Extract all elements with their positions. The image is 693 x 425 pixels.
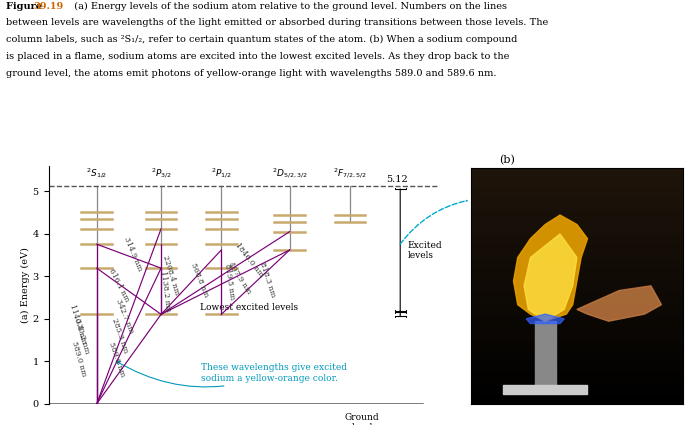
Text: column labels, such as ²S₁/₂, refer to certain quantum states of the atom. (b) W: column labels, such as ²S₁/₂, refer to c…: [6, 35, 517, 44]
Text: 616.1 nm: 616.1 nm: [107, 267, 131, 303]
Y-axis label: (a) Energy (eV): (a) Energy (eV): [21, 247, 30, 323]
Polygon shape: [577, 286, 662, 321]
Text: $^2S_{1/2}$: $^2S_{1/2}$: [86, 167, 107, 181]
Bar: [471, 291, 683, 295]
Bar: [471, 357, 683, 361]
Bar: [471, 168, 683, 173]
Text: 1138.2 nm: 1138.2 nm: [159, 270, 172, 312]
Bar: [471, 272, 683, 276]
Text: (b): (b): [499, 155, 515, 165]
Bar: [471, 399, 683, 404]
Text: Figure: Figure: [6, 2, 45, 11]
Text: 2208.4 nm: 2208.4 nm: [161, 254, 181, 296]
Bar: [471, 333, 683, 338]
Bar: [471, 366, 683, 371]
Text: 589.6 nm: 589.6 nm: [107, 340, 127, 377]
Bar: [471, 295, 683, 300]
Text: 5.12: 5.12: [386, 176, 408, 184]
Bar: [471, 191, 683, 196]
Bar: [471, 258, 683, 262]
Bar: [471, 276, 683, 281]
Text: 589.0 nm: 589.0 nm: [70, 340, 87, 377]
Bar: [471, 187, 683, 191]
Text: $^2D_{5/2,3/2}$: $^2D_{5/2,3/2}$: [272, 167, 308, 181]
Bar: [471, 323, 683, 328]
Bar: [471, 253, 683, 258]
Bar: [471, 234, 683, 238]
Bar: [471, 173, 683, 177]
Bar: [471, 182, 683, 187]
Bar: [471, 224, 683, 229]
Text: is placed in a flame, sodium atoms are excited into the lowest excited levels. A: is placed in a flame, sodium atoms are e…: [6, 52, 509, 61]
Bar: [471, 394, 683, 399]
Bar: [471, 286, 683, 291]
Bar: [471, 361, 683, 366]
Bar: [471, 328, 683, 333]
Text: 285.3 nm: 285.3 nm: [110, 317, 130, 354]
Text: $^2P_{1/2}$: $^2P_{1/2}$: [211, 167, 232, 181]
Bar: [471, 390, 683, 394]
Text: 342.7 nm: 342.7 nm: [114, 298, 135, 334]
Bar: [471, 210, 683, 215]
Polygon shape: [524, 234, 577, 321]
Polygon shape: [514, 215, 588, 321]
Bar: [471, 385, 683, 390]
Text: between levels are wavelengths of the light emitted or absorbed during transitio: between levels are wavelengths of the li…: [6, 18, 547, 27]
Text: 39.19: 39.19: [33, 2, 64, 11]
Bar: [471, 215, 683, 220]
Bar: [471, 248, 683, 253]
Text: Lowest excited levels: Lowest excited levels: [200, 303, 299, 312]
Text: ground level, the atoms emit photons of yellow-orange light with wavelengths 589: ground level, the atoms emit photons of …: [6, 69, 496, 78]
Bar: [471, 220, 683, 224]
Text: $^2P_{3/2}$: $^2P_{3/2}$: [150, 167, 172, 181]
Bar: [471, 352, 683, 357]
Text: Excited
levels: Excited levels: [407, 241, 442, 261]
Bar: [471, 262, 683, 267]
Bar: [535, 321, 556, 392]
Bar: [471, 281, 683, 286]
Text: 819.5 nm: 819.5 nm: [223, 264, 236, 300]
Bar: [471, 267, 683, 272]
Bar: [471, 319, 683, 323]
Text: 1140.4 nm: 1140.4 nm: [68, 303, 87, 345]
Bar: [503, 385, 588, 394]
Text: (a) Energy levels of the sodium atom relative to the ground level. Numbers on th: (a) Energy levels of the sodium atom rel…: [68, 2, 507, 11]
Text: 497.9 nm: 497.9 nm: [226, 261, 253, 295]
Bar: [471, 300, 683, 305]
Text: 1846.0 nm: 1846.0 nm: [234, 241, 265, 279]
Bar: [471, 229, 683, 234]
Text: 568.8 nm: 568.8 nm: [188, 262, 210, 298]
Bar: [471, 206, 683, 210]
Bar: [471, 244, 683, 248]
Bar: [471, 305, 683, 309]
Bar: [471, 309, 683, 314]
Bar: [471, 375, 683, 380]
Text: These wavelengths give excited
sodium a yellow-orange color.: These wavelengths give excited sodium a …: [116, 361, 347, 387]
Bar: [471, 371, 683, 375]
Bar: [471, 343, 683, 347]
Bar: [471, 314, 683, 319]
Bar: [471, 238, 683, 244]
Bar: [471, 380, 683, 385]
Bar: [471, 196, 683, 201]
Polygon shape: [526, 314, 564, 323]
Bar: [471, 338, 683, 343]
Text: 314.9 nm: 314.9 nm: [122, 236, 143, 272]
Text: $^2F_{7/2,5/2}$: $^2F_{7/2,5/2}$: [333, 167, 367, 181]
Bar: [471, 177, 683, 182]
Text: Ground
level: Ground level: [344, 413, 379, 425]
Text: 330.2 nm: 330.2 nm: [73, 317, 90, 354]
Text: 818.3 nm: 818.3 nm: [258, 261, 277, 298]
Bar: [471, 347, 683, 352]
Bar: [471, 201, 683, 206]
